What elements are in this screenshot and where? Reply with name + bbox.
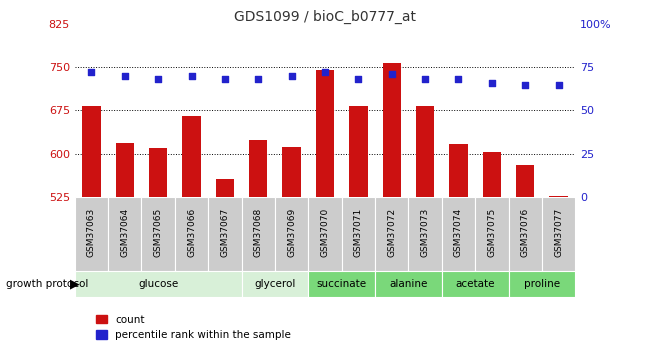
FancyBboxPatch shape [242,271,308,297]
Text: GSM37077: GSM37077 [554,208,563,257]
Point [353,77,363,82]
Point [220,77,230,82]
Point [520,82,530,87]
Text: GSM37074: GSM37074 [454,208,463,257]
FancyBboxPatch shape [508,271,575,297]
Bar [283,147,301,197]
Bar [516,165,534,197]
Legend: count, percentile rank within the sample: count, percentile rank within the sample [96,315,291,340]
Bar [183,116,201,197]
FancyBboxPatch shape [75,197,108,271]
Text: GSM37065: GSM37065 [153,208,162,257]
Point [86,70,97,75]
Text: GSM37069: GSM37069 [287,208,296,257]
Bar [483,152,501,197]
Text: GSM37063: GSM37063 [87,208,96,257]
Text: GSM37064: GSM37064 [120,208,129,257]
Bar [383,63,401,197]
Text: GDS1099 / bioC_b0777_at: GDS1099 / bioC_b0777_at [234,10,416,24]
Text: GSM37075: GSM37075 [488,208,497,257]
Bar [416,106,434,197]
Point [120,73,130,79]
FancyBboxPatch shape [108,197,142,271]
Text: alanine: alanine [389,279,428,289]
FancyBboxPatch shape [542,197,575,271]
Bar [449,144,467,197]
FancyBboxPatch shape [442,197,475,271]
FancyBboxPatch shape [442,271,508,297]
Point [253,77,263,82]
Text: glycerol: glycerol [254,279,296,289]
FancyBboxPatch shape [308,197,342,271]
Bar [316,70,334,197]
Text: GSM37068: GSM37068 [254,208,263,257]
Point [387,71,397,77]
FancyBboxPatch shape [175,197,208,271]
Bar [149,148,167,197]
Point [453,77,463,82]
Text: glucose: glucose [138,279,178,289]
Text: acetate: acetate [456,279,495,289]
FancyBboxPatch shape [475,197,508,271]
Text: ▶: ▶ [70,277,80,290]
FancyBboxPatch shape [75,271,242,297]
Text: GSM37072: GSM37072 [387,208,396,257]
Bar [349,106,367,197]
Text: GSM37067: GSM37067 [220,208,229,257]
Text: growth protocol: growth protocol [6,279,89,289]
Text: GSM37066: GSM37066 [187,208,196,257]
Point [420,77,430,82]
Text: succinate: succinate [317,279,367,289]
Point [153,77,163,82]
Text: GSM37073: GSM37073 [421,208,430,257]
Point [287,73,297,79]
Bar [249,140,267,197]
Bar [83,106,101,197]
Bar [116,143,134,197]
Bar [216,179,234,197]
FancyBboxPatch shape [275,197,308,271]
Point [320,70,330,75]
Point [487,80,497,86]
Bar [549,196,567,197]
FancyBboxPatch shape [208,197,242,271]
FancyBboxPatch shape [508,197,542,271]
FancyBboxPatch shape [342,197,375,271]
FancyBboxPatch shape [308,271,375,297]
Text: proline: proline [524,279,560,289]
FancyBboxPatch shape [375,271,442,297]
Text: GSM37076: GSM37076 [521,208,530,257]
Text: GSM37070: GSM37070 [320,208,330,257]
Point [553,82,564,87]
FancyBboxPatch shape [375,197,408,271]
FancyBboxPatch shape [408,197,442,271]
FancyBboxPatch shape [242,197,275,271]
Point [187,73,197,79]
Text: GSM37071: GSM37071 [354,208,363,257]
FancyBboxPatch shape [142,197,175,271]
